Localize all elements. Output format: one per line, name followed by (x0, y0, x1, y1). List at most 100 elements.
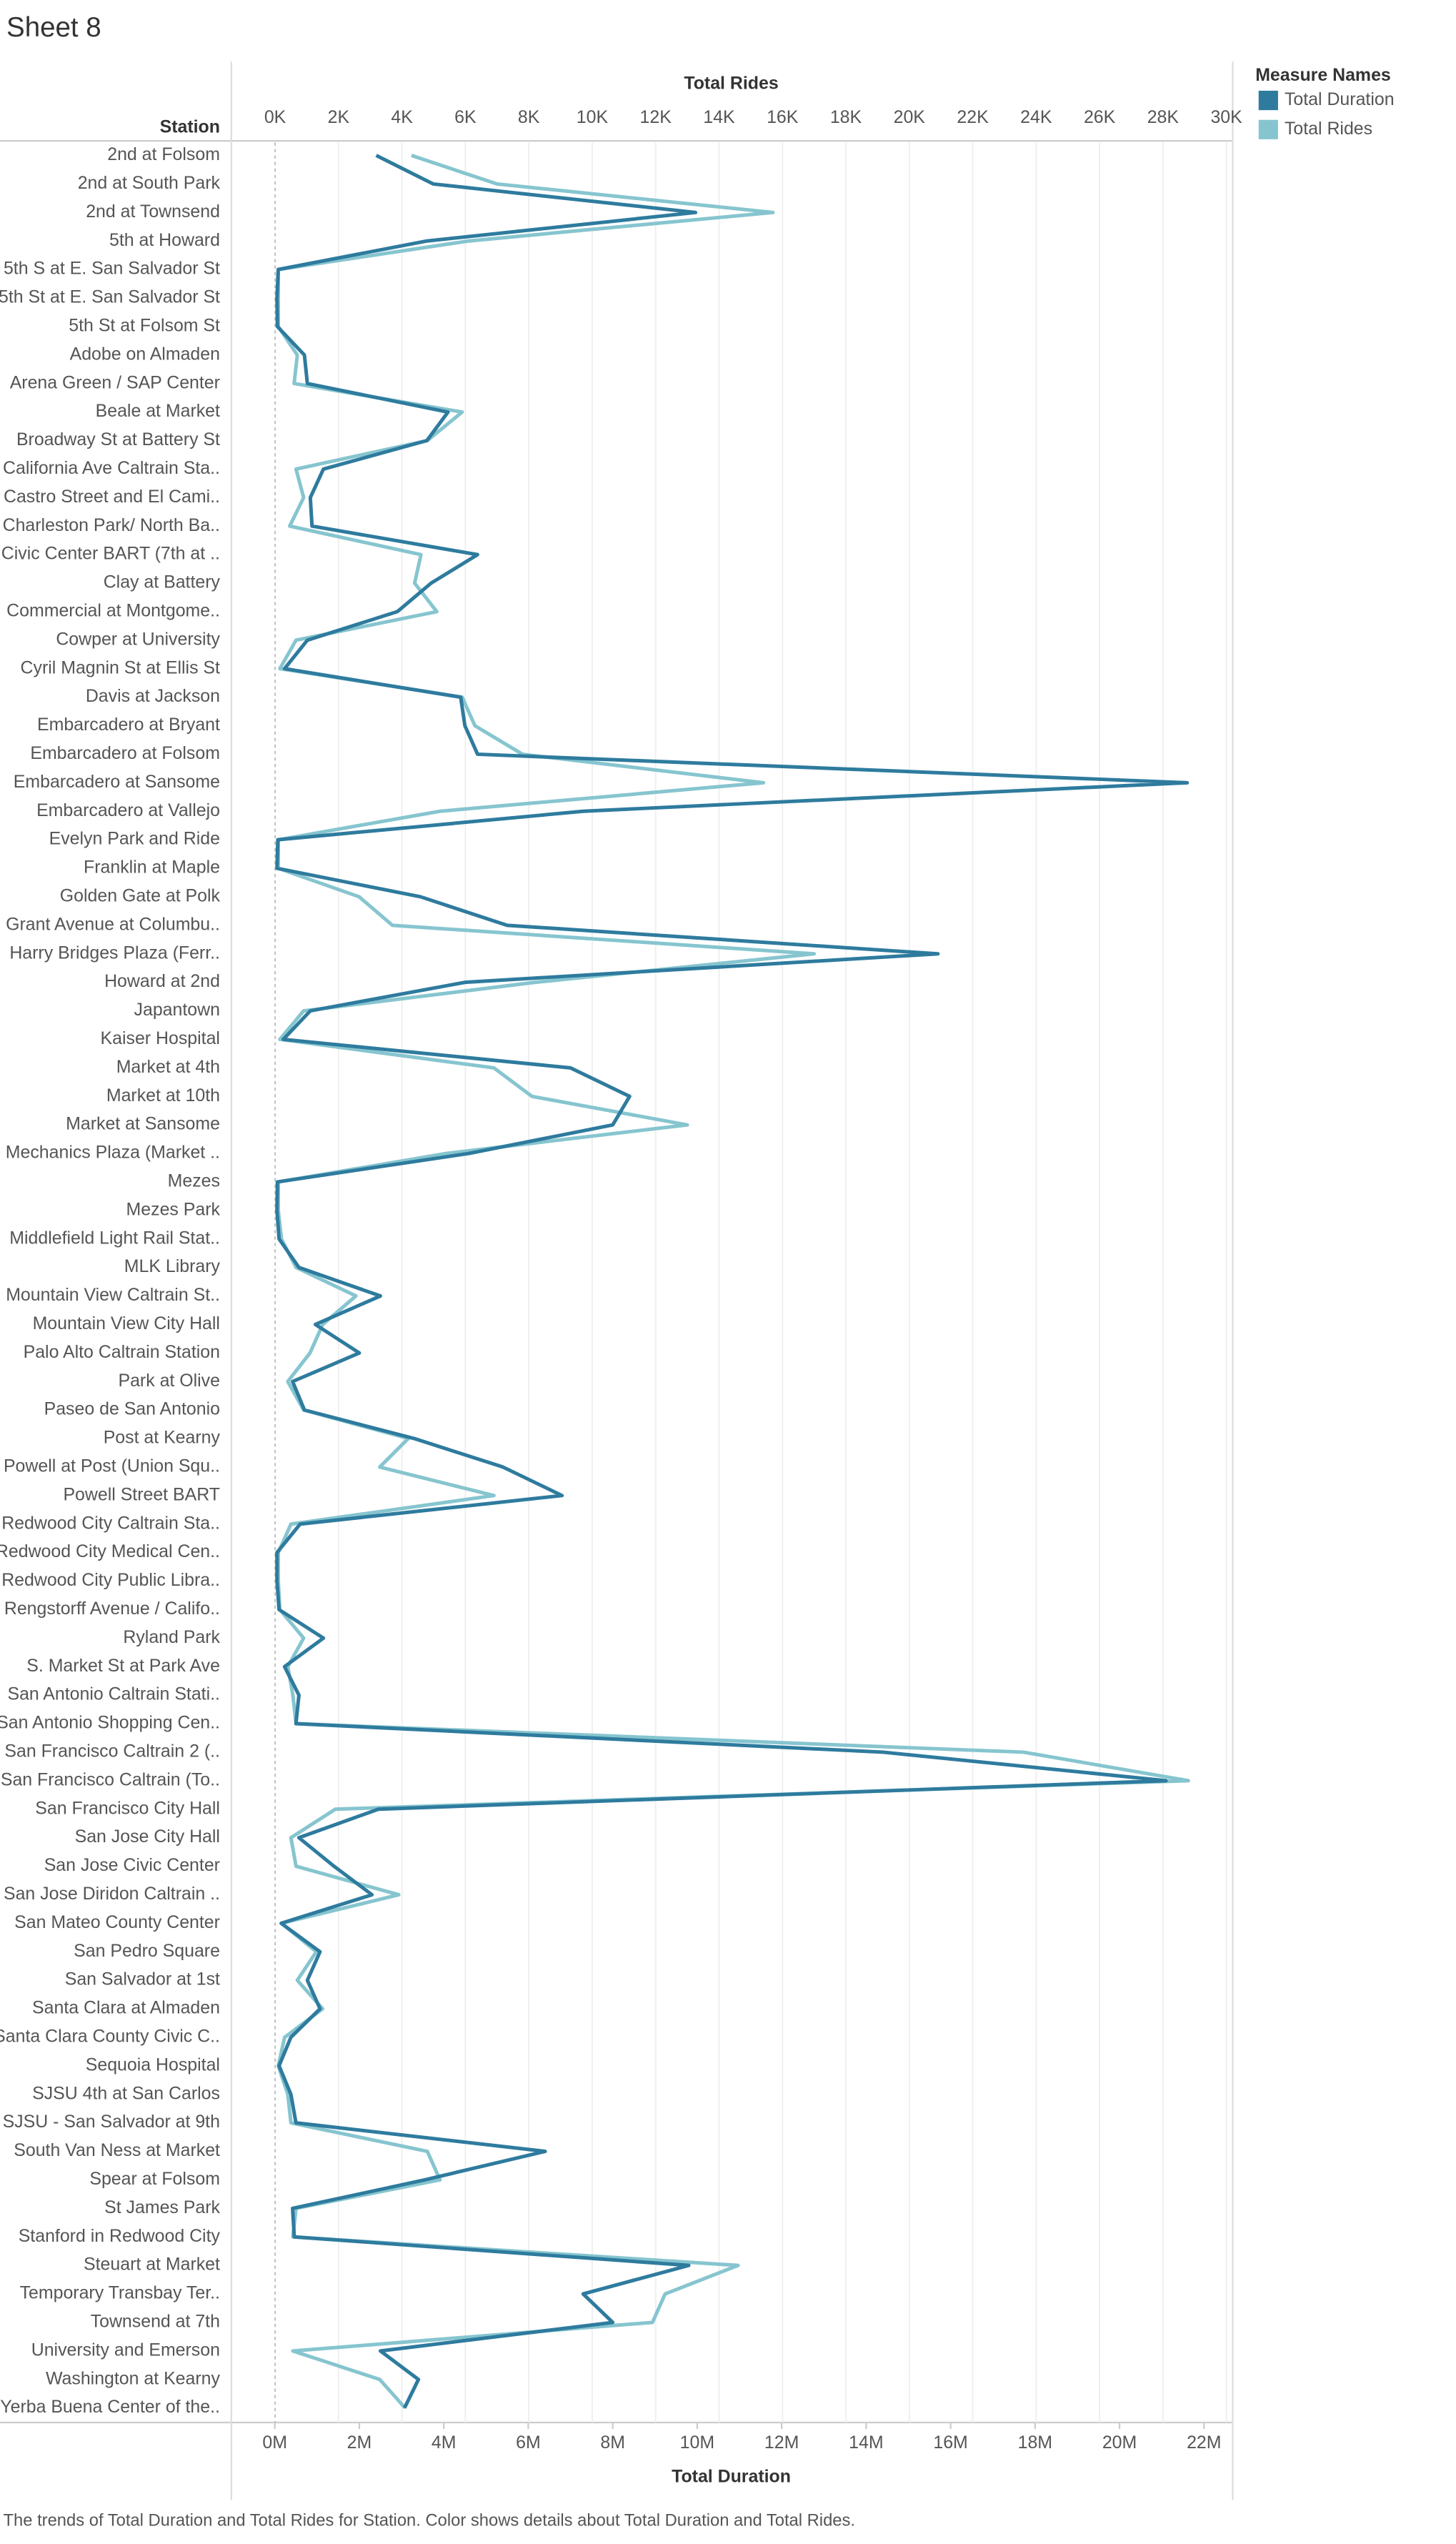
row-label: San Antonio Shopping Cen.. (0, 1713, 220, 1733)
caption: The trends of Total Duration and Total R… (4, 2510, 856, 2530)
row-label: San Jose Diridon Caltrain .. (4, 1884, 220, 1904)
row-label: Davis at Jackson (86, 686, 220, 706)
row-label: 5th at Howard (109, 230, 220, 250)
row-label: Cyril Magnin St at Ellis St (21, 657, 220, 677)
row-label: 5th St at E. San Salvador St (0, 287, 220, 307)
top-tick-label: 0K (264, 107, 286, 127)
top-tick-label: 2K (328, 107, 350, 127)
row-label: University and Emerson (31, 2340, 220, 2360)
top-tick-label: 20K (894, 107, 926, 127)
row-label: Broadway St at Battery St (16, 429, 220, 449)
row-label: Cowper at University (56, 629, 220, 649)
row-label: San Pedro Square (74, 1941, 220, 1961)
row-label: Spear at Folsom (89, 2169, 220, 2189)
series-line (276, 154, 1190, 2410)
row-label: San Antonio Caltrain Stati.. (7, 1684, 219, 1704)
row-label: Mountain View City Hall (33, 1313, 220, 1333)
row-label: St James Park (104, 2197, 220, 2217)
row-label: Market at 4th (116, 1057, 220, 1077)
row-label: San Francisco Caltrain 2 (.. (4, 1741, 220, 1762)
bottom-tick-label: 12M (764, 2433, 799, 2453)
row-label: California Ave Caltrain Sta.. (3, 458, 220, 478)
row-label: SJSU 4th at San Carlos (32, 2083, 220, 2103)
bottom-tick-label: 14M (849, 2433, 883, 2453)
bottom-tick-label: 20M (1102, 2433, 1137, 2453)
sheet-title: Sheet 8 (6, 12, 101, 43)
row-label: 5th St at Folsom St (69, 316, 220, 336)
row-label: SJSU - San Salvador at 9th (3, 2112, 220, 2132)
row-label: Castro Street and El Cami.. (4, 487, 220, 507)
row-label: 2nd at South Park (78, 173, 221, 193)
row-label: Harry Bridges Plaza (Ferr.. (9, 943, 220, 963)
top-tick-label: 6K (454, 107, 477, 127)
row-label: 5th S at E. San Salvador St (4, 259, 220, 279)
row-label: San Mateo County Center (14, 1912, 220, 1932)
row-label: San Francisco Caltrain (To.. (1, 1769, 220, 1789)
row-label: Adobe on Almaden (70, 344, 220, 364)
row-label: Rengstorff Avenue / Califo.. (4, 1599, 220, 1619)
row-label: Powell at Post (Union Squ.. (4, 1456, 220, 1476)
bottom-tick-label: 2M (347, 2433, 372, 2453)
row-label: Park at Olive (118, 1371, 219, 1391)
row-label: Japantown (134, 1000, 220, 1020)
row-label: Market at 10th (106, 1085, 220, 1105)
row-label: Yerba Buena Center of the.. (0, 2397, 220, 2417)
row-label: Mezes (168, 1171, 220, 1191)
row-label: Palo Alto Caltrain Station (24, 1342, 220, 1362)
row-label: Santa Clara at Almaden (32, 1998, 220, 2018)
row-label: Santa Clara County Civic C.. (0, 2027, 220, 2047)
top-tick-label: 8K (518, 107, 540, 127)
top-tick-label: 26K (1084, 107, 1116, 127)
row-label: 2nd at Townsend (86, 202, 220, 222)
row-label: Grant Avenue at Columbu.. (6, 914, 220, 934)
row-label: Mezes Park (126, 1199, 221, 1219)
bottom-tick-label: 6M (516, 2433, 541, 2453)
row-header: Station (160, 117, 220, 137)
row-label: Embarcadero at Folsom (30, 743, 220, 763)
row-label: Civic Center BART (7th at .. (1, 544, 220, 564)
legend-swatch (1258, 90, 1278, 111)
bottom-tick-label: 0M (262, 2433, 287, 2453)
row-label: Powell Street BART (63, 1484, 220, 1504)
row-label: San Jose City Hall (75, 1827, 220, 1847)
top-tick-label: 16K (767, 107, 799, 127)
bottom-tick-label: 10M (680, 2433, 714, 2453)
top-tick-label: 22K (957, 107, 989, 127)
row-label: Paseo de San Antonio (44, 1399, 220, 1419)
top-tick-label: 28K (1147, 107, 1180, 127)
row-label: Embarcadero at Bryant (37, 715, 220, 735)
row-label: Steuart at Market (84, 2255, 220, 2275)
row-label: S. Market St at Park Ave (26, 1656, 220, 1676)
row-label: Stanford in Redwood City (19, 2226, 221, 2246)
row-label: Charleston Park/ North Ba.. (3, 515, 220, 535)
legend-label: Total Rides (1285, 119, 1372, 139)
bottom-tick-label: 4M (432, 2433, 457, 2453)
top-tick-label: 14K (703, 107, 735, 127)
top-tick-label: 12K (640, 107, 672, 127)
row-label: San Francisco City Hall (35, 1798, 220, 1818)
row-label: 2nd at Folsom (107, 144, 220, 164)
row-label: Clay at Battery (104, 572, 221, 592)
row-label: Beale at Market (96, 401, 220, 421)
row-label: Middlefield Light Rail Stat.. (9, 1228, 220, 1248)
legend-title: Measure Names (1255, 65, 1391, 85)
row-label: San Salvador at 1st (65, 1969, 220, 1989)
top-tick-label: 30K (1210, 107, 1242, 127)
row-label: Arena Green / SAP Center (10, 372, 220, 392)
row-label: Townsend at 7th (91, 2312, 220, 2332)
row-label: Redwood City Medical Cen.. (0, 1541, 220, 1561)
row-label: Embarcadero at Sansome (14, 772, 220, 792)
row-label: Embarcadero at Vallejo (36, 800, 220, 820)
row-label: Mountain View Caltrain St.. (6, 1285, 220, 1305)
row-label: Temporary Transbay Ter.. (20, 2283, 220, 2303)
row-label: Washington at Kearny (46, 2368, 221, 2388)
row-label: Evelyn Park and Ride (49, 829, 220, 849)
top-axis-title: Total Rides (684, 73, 778, 93)
row-label: Redwood City Public Libra.. (1, 1570, 220, 1590)
row-label: Commercial at Montgome.. (6, 601, 220, 621)
legend-swatch (1258, 119, 1278, 139)
row-label: Market at Sansome (66, 1114, 220, 1134)
row-label: Mechanics Plaza (Market .. (6, 1143, 220, 1163)
legend-label: Total Duration (1285, 89, 1395, 109)
